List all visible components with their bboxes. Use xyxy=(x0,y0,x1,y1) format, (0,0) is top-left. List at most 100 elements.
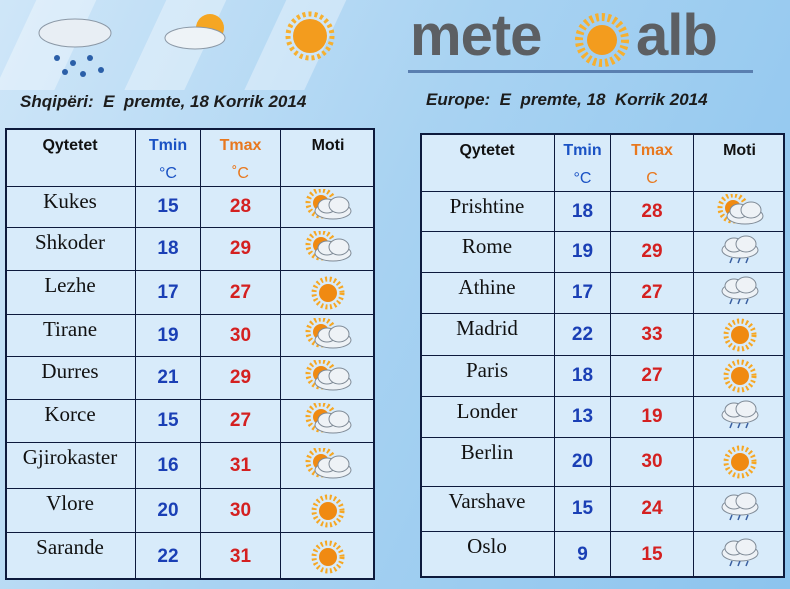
weather-icon xyxy=(311,494,345,527)
city-cell: Tirane xyxy=(5,315,136,357)
tmin-value: 22 xyxy=(571,323,594,345)
weather-icon xyxy=(305,447,352,478)
weather-icon xyxy=(305,360,352,391)
city-cell: Lezhe xyxy=(5,271,136,315)
weather-cell xyxy=(694,232,785,273)
tmax-cell: 30 xyxy=(201,489,281,533)
weather-icon xyxy=(305,403,352,434)
weather-cell xyxy=(694,356,785,397)
city-cell: Paris xyxy=(420,356,555,397)
city-cell: Vlore xyxy=(5,489,136,533)
table-title: Shqipëri: E premte, 18 Korrik 2014 xyxy=(20,92,307,111)
header-cell: Moti xyxy=(281,128,375,187)
logo-rule xyxy=(408,70,753,73)
tmax-value: 31 xyxy=(229,454,252,476)
header-unit: °C xyxy=(159,165,177,182)
tmax-value: 31 xyxy=(229,545,252,567)
weather-cell xyxy=(281,357,375,400)
city-cell: Oslo xyxy=(420,532,555,578)
tmin-cell: 20 xyxy=(555,438,611,487)
city-name: Madrid xyxy=(456,316,518,340)
weather-icon xyxy=(305,189,352,220)
tmin-value: 15 xyxy=(571,498,594,519)
tmax-value: 28 xyxy=(229,196,252,217)
weather-cell xyxy=(694,192,785,232)
header-unit: ˚C xyxy=(232,165,249,182)
tmin-value: 18 xyxy=(571,365,594,386)
city-cell: Berlin xyxy=(420,438,555,487)
weather-icon xyxy=(311,540,345,573)
city-name: Varshave xyxy=(448,489,526,513)
weather-cell xyxy=(281,228,375,271)
city-cell: Korce xyxy=(5,400,136,443)
tmin-value: 15 xyxy=(157,410,179,431)
tmax-cell: 15 xyxy=(611,532,694,578)
logo-sun xyxy=(575,13,629,67)
tmax-cell: 30 xyxy=(201,315,281,357)
tmax-cell: 29 xyxy=(611,232,694,273)
tmin-value: 18 xyxy=(157,238,179,259)
header-unit: C xyxy=(646,170,658,187)
weather-cell xyxy=(281,489,375,533)
header-cell: Qytetet xyxy=(5,128,136,187)
header-label: Tmax xyxy=(631,142,673,159)
city-name: Korce xyxy=(44,402,96,426)
tmin-value: 20 xyxy=(571,451,594,472)
weather-icon xyxy=(721,492,758,521)
tmin-cell: 19 xyxy=(555,232,611,273)
weather-cell xyxy=(281,315,375,357)
city-cell: Athine xyxy=(420,273,555,314)
tmin-cell: 22 xyxy=(136,533,201,580)
city-cell: Gjirokaster xyxy=(5,443,136,489)
tmax-value: 24 xyxy=(641,498,663,519)
tmax-value: 29 xyxy=(641,241,663,262)
city-name: Londer xyxy=(456,399,518,423)
city-cell: Londer xyxy=(420,397,555,438)
header-label: Tmax xyxy=(219,137,262,154)
city-name: Lezhe xyxy=(44,273,96,297)
tmin-cell: 21 xyxy=(136,357,201,400)
city-name: Oslo xyxy=(467,534,507,558)
weather-icon xyxy=(723,445,756,479)
tmin-cell: 18 xyxy=(555,356,611,397)
tmax-cell: 28 xyxy=(201,187,281,228)
city-name: Vlore xyxy=(46,491,94,515)
weather-cell xyxy=(281,533,375,580)
tmin-cell: 20 xyxy=(136,489,201,533)
weather-icon xyxy=(721,538,758,567)
header-label: Qytetet xyxy=(42,137,98,154)
city-name: Kukes xyxy=(43,189,97,213)
city-name: Durres xyxy=(41,359,99,383)
city-name: Prishtine xyxy=(449,194,525,218)
weather-cell xyxy=(281,400,375,443)
header-label: Moti xyxy=(723,142,756,159)
weather-cell xyxy=(694,487,785,532)
tmin-cell: 13 xyxy=(555,397,611,438)
tmax-value: 27 xyxy=(229,410,252,431)
tmin-value: 13 xyxy=(571,406,594,427)
tmax-cell: 29 xyxy=(201,357,281,400)
tmax-value: 19 xyxy=(641,406,663,427)
tmin-value: 20 xyxy=(157,499,179,521)
tmin-cell: 9 xyxy=(555,532,611,578)
city-cell: Varshave xyxy=(420,487,555,532)
city-name: Tirane xyxy=(42,317,98,341)
weather-cell xyxy=(694,532,785,578)
city-cell: Prishtine xyxy=(420,192,555,232)
header-cell: Tmax ˚C xyxy=(201,128,281,187)
tmin-value: 19 xyxy=(157,324,179,346)
tmax-value: 33 xyxy=(641,323,663,345)
tmax-cell: 28 xyxy=(611,192,694,232)
tmin-cell: 15 xyxy=(136,400,201,443)
city-name: Paris xyxy=(466,358,508,382)
tmin-value: 17 xyxy=(157,281,179,303)
weather-icon xyxy=(305,231,352,262)
tmax-cell: 30 xyxy=(611,438,694,487)
header-label: Tmin xyxy=(563,142,602,159)
tmax-cell: 27 xyxy=(611,273,694,314)
logo-text: mete xyxy=(410,3,542,68)
tmax-value: 27 xyxy=(641,365,663,386)
weather-icon xyxy=(305,317,352,348)
weather-icon xyxy=(723,318,756,351)
